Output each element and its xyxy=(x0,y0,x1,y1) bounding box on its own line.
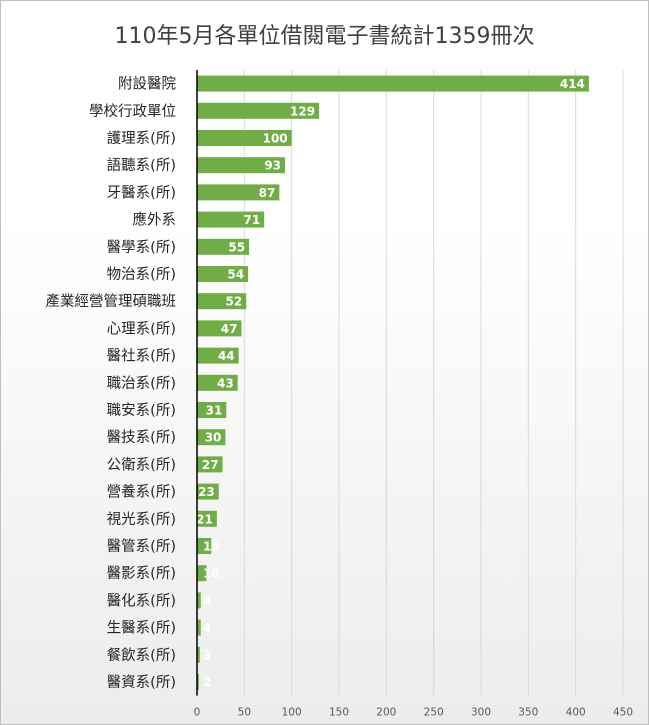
bar xyxy=(197,157,286,174)
x-tick-label: 100 xyxy=(282,707,302,719)
category-label: 職治系(所) xyxy=(107,375,176,392)
category-label: 醫化系(所) xyxy=(107,592,176,609)
category-label: 護理系(所) xyxy=(107,130,176,147)
bar xyxy=(197,538,212,554)
x-tick-label: 250 xyxy=(424,707,444,719)
category-label: 醫影系(所) xyxy=(107,565,176,582)
x-tick-label: 0 xyxy=(194,707,201,719)
bar xyxy=(197,211,265,228)
category-label: 職安系(所) xyxy=(107,402,176,419)
x-tick-labels: 0 50 100 150 200 250 300 350 400 450 xyxy=(194,707,633,719)
x-tick-label: 300 xyxy=(471,707,491,719)
bar xyxy=(197,402,227,418)
category-label: 公衛系(所) xyxy=(107,456,176,473)
data-label: 55 xyxy=(228,240,245,254)
bar xyxy=(197,102,320,119)
data-label: 71 xyxy=(244,213,261,227)
bars: 4141291009387715554524744433130272321151… xyxy=(196,75,589,690)
category-label: 語聽系(所) xyxy=(107,157,176,174)
category-label: 醫資系(所) xyxy=(107,674,176,691)
bar xyxy=(197,347,239,364)
bar xyxy=(197,674,199,690)
data-label: 3 xyxy=(203,648,211,662)
category-label: 物治系(所) xyxy=(107,266,176,283)
data-label: 23 xyxy=(198,485,215,499)
x-tick-label: 50 xyxy=(238,707,251,719)
data-label: 15 xyxy=(203,540,220,554)
data-label: 129 xyxy=(290,104,315,118)
bar xyxy=(197,483,219,500)
bar xyxy=(197,320,242,337)
category-label: 附設醫院 xyxy=(118,76,176,93)
category-label: 餐飲系(所) xyxy=(107,647,176,664)
x-tick-label: 200 xyxy=(376,707,396,719)
category-label: 生醫系(所) xyxy=(107,620,176,637)
data-label: 93 xyxy=(264,159,281,173)
category-label: 牙醫系(所) xyxy=(107,184,176,201)
x-tick-label: 350 xyxy=(518,707,538,719)
data-label: 2 xyxy=(203,676,211,690)
x-tick-label: 450 xyxy=(613,707,633,719)
gridlines xyxy=(243,70,624,696)
data-label: 4 xyxy=(203,594,211,608)
bar xyxy=(197,238,250,255)
bar xyxy=(197,565,207,582)
data-label: 21 xyxy=(196,512,213,526)
x-tick-label: 150 xyxy=(329,707,349,719)
category-label: 產業經營管理碩職班 xyxy=(46,293,177,310)
data-label: 414 xyxy=(560,77,585,91)
category-label: 應外系 xyxy=(133,211,177,229)
bar xyxy=(197,75,589,92)
data-label: 47 xyxy=(221,322,238,336)
category-label: 學校行政單位 xyxy=(89,102,176,120)
bar xyxy=(197,510,217,527)
x-tick-label: 400 xyxy=(566,707,586,719)
data-label: 31 xyxy=(206,404,223,418)
bar xyxy=(197,374,238,391)
category-label: 營養系(所) xyxy=(107,483,176,501)
bar xyxy=(197,646,200,663)
data-label: 87 xyxy=(259,186,276,200)
data-label: 27 xyxy=(202,458,219,472)
category-label: 醫技系(所) xyxy=(107,429,176,446)
category-label: 醫管系(所) xyxy=(107,538,176,555)
data-label: 54 xyxy=(227,268,244,282)
data-label: 44 xyxy=(218,349,235,363)
data-label: 30 xyxy=(205,431,222,445)
bar xyxy=(197,429,226,446)
data-label: 43 xyxy=(217,376,234,390)
data-label: 100 xyxy=(263,132,288,146)
bar xyxy=(197,130,292,146)
bar xyxy=(197,592,201,609)
category-label: 醫社系(所) xyxy=(107,348,176,365)
category-label: 視光系(所) xyxy=(107,511,176,528)
bar xyxy=(197,266,249,282)
data-label: 52 xyxy=(226,295,243,309)
bar xyxy=(197,619,201,636)
bar xyxy=(197,184,280,201)
data-label: 4 xyxy=(203,621,211,635)
data-label: 10 xyxy=(203,567,220,581)
category-label: 心理系(所) xyxy=(107,320,176,337)
bar xyxy=(197,293,247,310)
category-label: 醫學系(所) xyxy=(107,238,176,256)
chart-title: 110年5月各單位借閱電子書統計1359冊次 xyxy=(114,24,535,49)
bar xyxy=(197,456,223,473)
